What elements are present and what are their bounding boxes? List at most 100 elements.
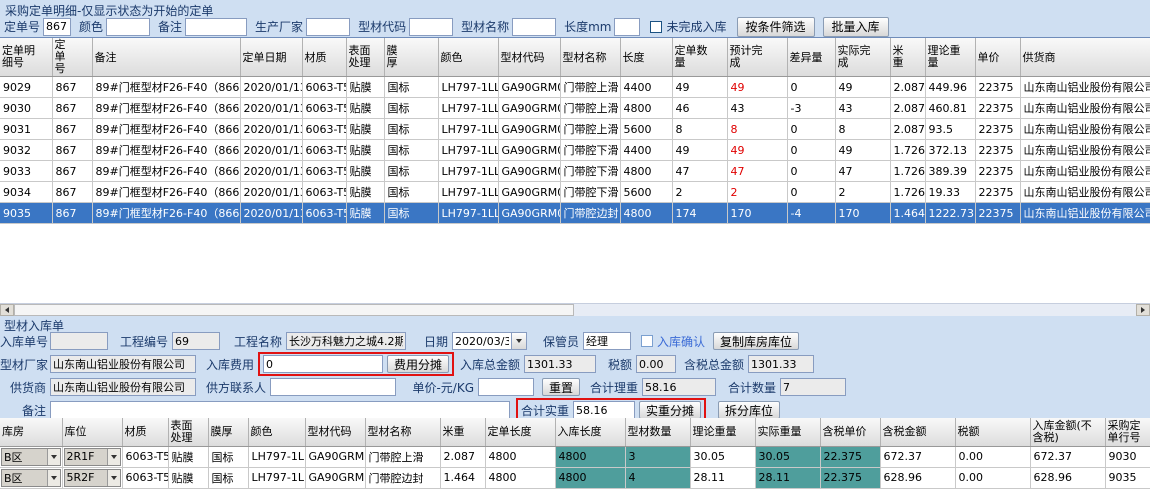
date-field[interactable]	[452, 332, 512, 350]
stock-cell[interactable]: 28.11	[755, 467, 821, 489]
order-cell[interactable]: 2020/01/13	[240, 139, 303, 161]
stock-cell[interactable]: 28.11	[690, 467, 756, 489]
calendar-dropdown-icon[interactable]	[512, 332, 527, 350]
order-cell[interactable]: LH797-1LL0	[438, 160, 499, 182]
order-cell[interactable]: 9030	[0, 97, 53, 119]
stock-cell[interactable]: 1.464	[440, 467, 486, 489]
order-no-input[interactable]	[43, 17, 72, 36]
order-cell[interactable]: 2020/01/13	[240, 97, 303, 119]
fee-share-button[interactable]: 费用分摊	[387, 355, 450, 373]
stock-cell[interactable]: 6063-T5	[122, 446, 169, 468]
stock-cell[interactable]: 4800	[555, 446, 626, 468]
order-row[interactable]: 903186789#门框型材F26-F40（866+867）2020/01/13…	[0, 118, 1150, 140]
order-cell[interactable]: 2020/01/13	[240, 202, 303, 224]
order-cell[interactable]: 国标	[384, 139, 439, 161]
inbound-fee-field[interactable]	[263, 355, 383, 373]
order-cell[interactable]: 8	[672, 118, 728, 140]
order-cell[interactable]: GA90GRM04	[498, 160, 561, 182]
order-cell[interactable]: GA90GRM04	[498, 139, 561, 161]
order-cell[interactable]: 山东南山铝业股份有限公司	[1020, 160, 1150, 182]
order-cell[interactable]: GA90GRM03	[498, 118, 561, 140]
stock-cell[interactable]: 6063-T5	[122, 467, 169, 489]
order-cell[interactable]: 22375	[975, 202, 1021, 224]
stock-cell[interactable]: 贴膜	[168, 446, 209, 468]
order-cell[interactable]: 9029	[0, 76, 53, 98]
order-cell[interactable]: 4800	[620, 202, 673, 224]
order-cell[interactable]: 867	[52, 76, 93, 98]
order-cell[interactable]: 4400	[620, 76, 673, 98]
remark-field[interactable]	[50, 401, 510, 419]
order-cell[interactable]: 山东南山铝业股份有限公司	[1020, 139, 1150, 161]
tax-total-field[interactable]	[748, 355, 815, 373]
order-cell[interactable]: 2	[672, 181, 728, 203]
order-cell[interactable]: 867	[52, 118, 93, 140]
order-cell[interactable]: 49	[835, 139, 891, 161]
stock-cell[interactable]: 30.05	[690, 446, 756, 468]
stock-cell[interactable]: 4	[625, 467, 691, 489]
order-cell[interactable]: 山东南山铝业股份有限公司	[1020, 97, 1150, 119]
hscroll-thumb[interactable]	[14, 304, 574, 316]
order-cell[interactable]: 89#门框型材F26-F40（866+867）	[92, 160, 241, 182]
order-cell[interactable]: 0	[787, 139, 836, 161]
combo-dropdown-icon[interactable]	[46, 469, 60, 486]
supplier-field[interactable]	[50, 378, 196, 396]
length-input[interactable]	[614, 17, 641, 36]
tax-field[interactable]	[636, 355, 677, 373]
order-cell[interactable]: 8	[835, 118, 891, 140]
order-cell[interactable]: 2.087	[890, 118, 926, 140]
warehouse-combo[interactable]: B区	[1, 468, 61, 487]
stock-cell[interactable]: 门带腔上滑	[365, 446, 441, 468]
stock-cell[interactable]: 5R2F	[62, 467, 123, 489]
order-cell[interactable]: 867	[52, 181, 93, 203]
order-cell[interactable]: 9033	[0, 160, 53, 182]
factory-field[interactable]	[50, 355, 196, 373]
order-cell[interactable]: 山东南山铝业股份有限公司	[1020, 181, 1150, 203]
order-cell[interactable]: 89#门框型材F26-F40（866+867）	[92, 76, 241, 98]
order-row[interactable]: 903386789#门框型材F26-F40（866+867）2020/01/13…	[0, 160, 1150, 182]
stock-row[interactable]: B区 5R2F 6063-T5贴膜国标LH797-1LL0GA90GRM05门带腔边…	[0, 467, 1150, 489]
profile-name-input[interactable]	[512, 17, 557, 36]
stock-cell[interactable]: 628.96	[880, 467, 956, 489]
warehouse-combo[interactable]: B区	[1, 447, 61, 466]
order-cell[interactable]: 867	[52, 202, 93, 224]
stock-cell[interactable]: 国标	[208, 467, 249, 489]
order-cell[interactable]: 6063-T5	[302, 139, 347, 161]
order-cell[interactable]: 6063-T5	[302, 97, 347, 119]
order-cell[interactable]: 4400	[620, 139, 673, 161]
order-cell[interactable]: 43	[835, 97, 891, 119]
order-cell[interactable]: 贴膜	[346, 118, 385, 140]
stock-cell[interactable]: 628.96	[1030, 467, 1106, 489]
order-cell[interactable]: 1222.73	[925, 202, 976, 224]
combo-dropdown-icon[interactable]	[106, 469, 120, 486]
order-cell[interactable]: 2020/01/13	[240, 118, 303, 140]
order-cell[interactable]: 2	[727, 181, 788, 203]
order-cell[interactable]: 0	[787, 160, 836, 182]
actual-weight-total-field[interactable]	[573, 401, 635, 419]
reset-button[interactable]: 重置	[542, 378, 581, 396]
keeper-field[interactable]	[583, 332, 631, 350]
stock-row[interactable]: B区 2R1F 6063-T5贴膜国标LH797-1LL0GA90GRM03门带腔上…	[0, 446, 1150, 468]
total-amount-field[interactable]	[524, 355, 597, 373]
qty-total-field[interactable]	[780, 378, 847, 396]
order-cell[interactable]: 89#门框型材F26-F40（866+867）	[92, 139, 241, 161]
order-cell[interactable]: 2020/01/13	[240, 76, 303, 98]
order-row[interactable]: 903086789#门框型材F26-F40（866+867）2020/01/13…	[0, 97, 1150, 119]
order-cell[interactable]: 6063-T5	[302, 181, 347, 203]
order-cell[interactable]: 门带腔下滑	[560, 160, 621, 182]
order-cell[interactable]: 门带腔下滑	[560, 181, 621, 203]
copy-warehouse-location-button[interactable]: 复制库房库位	[713, 332, 800, 350]
order-cell[interactable]: 门带腔上滑	[560, 118, 621, 140]
stock-cell[interactable]: 贴膜	[168, 467, 209, 489]
order-cell[interactable]: 22375	[975, 160, 1021, 182]
order-cell[interactable]: 贴膜	[346, 202, 385, 224]
order-cell[interactable]: 贴膜	[346, 97, 385, 119]
theory-weight-total-field[interactable]	[642, 378, 717, 396]
order-cell[interactable]: 门带腔上滑	[560, 76, 621, 98]
manufacturer-input[interactable]	[306, 17, 351, 36]
order-cell[interactable]: 8	[727, 118, 788, 140]
order-cell[interactable]: 5600	[620, 181, 673, 203]
stock-cell[interactable]: GA90GRM03	[305, 446, 366, 468]
order-cell[interactable]: 4800	[620, 97, 673, 119]
order-cell[interactable]: 389.39	[925, 160, 976, 182]
order-cell[interactable]: LH797-1LL0	[438, 202, 499, 224]
